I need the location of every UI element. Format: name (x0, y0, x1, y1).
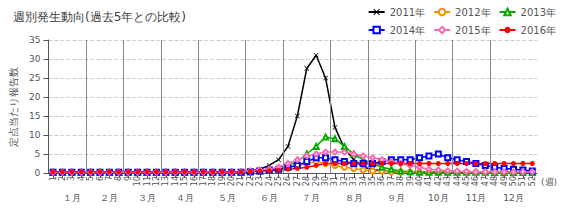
svg-text:37: 37 (387, 176, 396, 186)
svg-text:50: 50 (509, 176, 518, 186)
svg-text:42: 42 (434, 176, 443, 186)
svg-text:34: 34 (359, 176, 368, 186)
svg-text:8: 8 (114, 176, 123, 181)
svg-text:35: 35 (29, 35, 40, 45)
svg-text:30: 30 (29, 54, 41, 64)
svg-text:26: 26 (283, 176, 292, 186)
svg-text:0: 0 (35, 168, 41, 178)
svg-text:49: 49 (500, 176, 509, 186)
svg-text:３月: ３月 (138, 193, 156, 203)
svg-text:23: 23 (255, 176, 264, 186)
svg-text:19: 19 (218, 176, 227, 186)
svg-text:22: 22 (246, 176, 255, 186)
svg-text:28: 28 (302, 176, 311, 186)
svg-text:38: 38 (396, 176, 405, 186)
svg-text:32: 32 (340, 176, 349, 186)
svg-text:12: 12 (152, 176, 161, 186)
svg-text:2011年: 2011年 (390, 7, 425, 18)
svg-text:43: 43 (443, 176, 452, 186)
svg-text:14: 14 (171, 176, 180, 186)
svg-text:30: 30 (321, 176, 330, 186)
svg-text:41: 41 (424, 176, 433, 186)
svg-text:1: 1 (49, 176, 58, 181)
svg-text:45: 45 (462, 176, 471, 186)
svg-text:15: 15 (29, 111, 40, 121)
svg-text:９月: ９月 (387, 193, 405, 203)
svg-text:40: 40 (415, 176, 424, 186)
svg-text:33: 33 (349, 176, 358, 186)
svg-text:48: 48 (490, 176, 499, 186)
svg-text:４月: ４月 (176, 193, 194, 203)
svg-text:11月: 11月 (466, 193, 486, 203)
svg-text:10: 10 (29, 130, 41, 140)
svg-text:25: 25 (274, 176, 283, 186)
svg-text:１月: １月 (63, 193, 81, 203)
svg-text:11: 11 (143, 176, 152, 186)
svg-text:7: 7 (105, 176, 114, 181)
svg-text:(週): (週) (541, 177, 557, 187)
svg-text:10月: 10月 (428, 193, 448, 203)
svg-text:31: 31 (330, 176, 339, 186)
svg-text:51: 51 (518, 176, 527, 186)
svg-text:定点当たり報告数: 定点当たり報告数 (8, 67, 19, 147)
svg-text:８月: ８月 (345, 193, 363, 203)
svg-text:4: 4 (77, 176, 86, 181)
svg-text:20: 20 (29, 92, 41, 102)
svg-text:25: 25 (29, 73, 40, 83)
svg-text:2: 2 (58, 176, 67, 181)
svg-text:27: 27 (293, 176, 302, 186)
svg-text:2013年: 2013年 (521, 7, 556, 18)
svg-text:12月: 12月 (503, 193, 523, 203)
svg-text:3: 3 (67, 176, 76, 181)
svg-text:16: 16 (190, 176, 199, 186)
svg-text:47: 47 (481, 176, 490, 186)
svg-text:20: 20 (227, 176, 236, 186)
svg-text:36: 36 (377, 176, 386, 186)
svg-text:35: 35 (368, 176, 377, 186)
svg-text:29: 29 (312, 176, 321, 186)
svg-text:24: 24 (265, 176, 274, 186)
svg-text:13: 13 (161, 176, 170, 186)
svg-text:5: 5 (86, 176, 95, 181)
svg-text:５月: ５月 (218, 193, 236, 203)
svg-text:７月: ７月 (302, 193, 320, 203)
svg-text:6: 6 (96, 176, 105, 181)
svg-text:21: 21 (236, 176, 245, 186)
svg-text:46: 46 (471, 176, 480, 186)
svg-text:17: 17 (199, 176, 208, 186)
svg-text:44: 44 (453, 176, 462, 186)
svg-text:18: 18 (208, 176, 217, 186)
svg-text:2015年: 2015年 (455, 25, 490, 36)
svg-text:9: 9 (124, 176, 133, 181)
svg-text:２月: ２月 (100, 193, 118, 203)
svg-text:15: 15 (180, 176, 189, 186)
svg-text:週別発生動向(過去5年との比較): 週別発生動向(過去5年との比較) (13, 10, 186, 24)
svg-text:10: 10 (133, 176, 142, 186)
svg-text:2012年: 2012年 (455, 7, 490, 18)
svg-text:2014年: 2014年 (390, 25, 425, 36)
svg-text:5: 5 (35, 149, 41, 159)
svg-text:2016年: 2016年 (521, 25, 556, 36)
svg-text:39: 39 (406, 176, 415, 186)
svg-text:６月: ６月 (260, 193, 278, 203)
svg-text:52: 52 (528, 176, 537, 186)
